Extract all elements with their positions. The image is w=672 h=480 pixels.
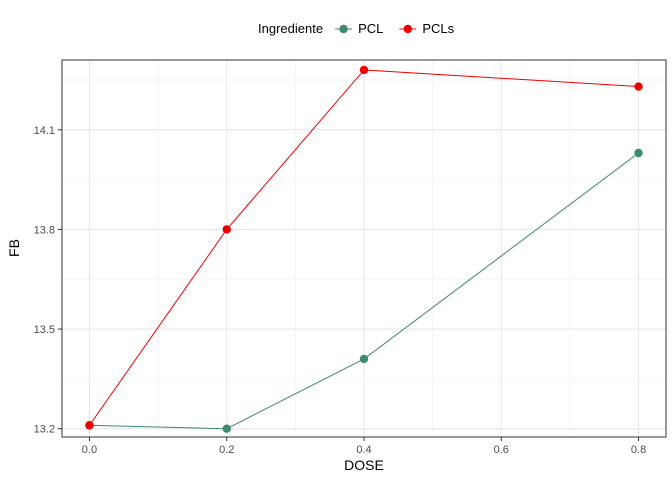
y-tick-label: 13.5	[34, 324, 55, 336]
series-line-pcl	[89, 152, 639, 430]
data-point-pcls	[634, 82, 643, 91]
data-point-pcl	[359, 354, 369, 364]
series-lines	[89, 69, 639, 430]
data-point-pcls	[222, 225, 231, 234]
y-tick-label: 13.2	[34, 424, 55, 436]
data-point-pcls	[85, 421, 94, 430]
data-point-pcls	[359, 65, 369, 75]
y-axis: 13.2 13.5 13.8 14.1	[34, 125, 62, 436]
series-line-pcls	[89, 69, 639, 426]
legend-label-pcl: PCL	[358, 21, 383, 36]
data-point-pcl	[222, 424, 231, 433]
y-tick-label: 14.1	[34, 125, 55, 137]
legend-label-pcls: PCLs	[422, 21, 454, 36]
x-axis: 0.0 0.2 0.4 0.6 0.8	[82, 437, 646, 456]
x-tick-label: 0.2	[219, 444, 234, 456]
legend-items: PCL PCLs	[335, 21, 455, 36]
x-tick-label: 0.6	[494, 444, 509, 456]
data-point-pcl	[634, 148, 643, 158]
x-tick-label: 0.0	[82, 444, 97, 456]
legend-title: Ingrediente	[258, 21, 323, 36]
x-tick-label: 0.4	[356, 444, 371, 456]
x-tick-label: 0.8	[631, 444, 646, 456]
y-axis-title: FB	[6, 239, 22, 257]
legend: Ingrediente PCL PCLs	[258, 21, 455, 36]
legend-key-point-pcls	[403, 24, 413, 34]
series-points	[85, 65, 643, 433]
grid-major	[62, 60, 666, 437]
x-axis-title: DOSE	[344, 457, 384, 473]
legend-key-point-pcl	[339, 24, 348, 34]
y-tick-label: 13.8	[34, 224, 55, 236]
